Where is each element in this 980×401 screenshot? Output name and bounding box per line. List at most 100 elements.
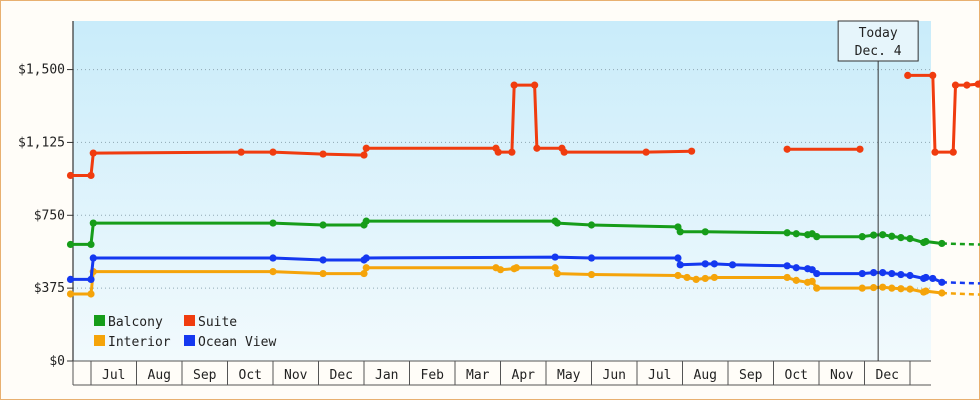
- ocean-view-point: [710, 260, 718, 268]
- interior-point: [701, 274, 709, 283]
- interior-point: [922, 287, 930, 295]
- x-tick-label: Aug: [148, 368, 171, 383]
- legend-label: Balcony: [108, 315, 163, 330]
- ocean-view-point: [66, 275, 75, 283]
- interior-point: [66, 290, 75, 298]
- interior-point: [938, 289, 946, 297]
- ocean-view-point: [888, 269, 896, 278]
- balcony-point: [587, 221, 596, 229]
- suite-point: [89, 149, 97, 157]
- x-tick-label: Jan: [375, 368, 398, 383]
- balcony-point: [870, 231, 878, 239]
- today-label: Today: [859, 26, 898, 41]
- interior-forecast: [941, 291, 980, 296]
- suite-point: [533, 144, 541, 152]
- balcony-point: [813, 233, 821, 241]
- suite-point: [494, 148, 502, 156]
- today-marker: Today Dec. 4: [837, 20, 919, 361]
- x-tick-label: Apr: [512, 368, 536, 383]
- legend-swatch: [184, 315, 195, 326]
- interior-point: [792, 276, 800, 284]
- suite-point: [642, 148, 650, 156]
- ocean-view-point: [728, 261, 737, 269]
- interior-point: [692, 275, 700, 283]
- ocean-view-point: [879, 269, 887, 277]
- legend-label: Interior: [108, 335, 171, 350]
- x-tick-label: May: [557, 368, 581, 383]
- interior-point: [553, 269, 561, 278]
- today-date: Dec. 4: [855, 44, 902, 59]
- x-tick-label: Jul: [648, 368, 671, 383]
- ocean-view-point: [938, 278, 946, 286]
- x-tick-label: Sep: [739, 368, 763, 383]
- interior-point: [808, 277, 816, 285]
- x-axis-labels: Jul Aug Sep Oct Nov Dec Jan Feb Mar Apr May Jun Jul A…: [102, 368, 899, 383]
- suite-point: [931, 148, 939, 156]
- ocean-view-point: [701, 260, 709, 268]
- grid: [73, 69, 931, 289]
- x-tick-label: Feb: [421, 368, 445, 383]
- suite-point: [904, 71, 912, 79]
- today-box: [837, 20, 919, 62]
- suite-point: [560, 148, 568, 156]
- y-tick-label: $1,500: [18, 63, 65, 78]
- ocean-view-point: [813, 269, 821, 278]
- interior-point: [512, 264, 521, 272]
- y-tick-label: $0: [49, 354, 65, 369]
- legend-swatch: [94, 335, 105, 346]
- interior-point: [870, 283, 878, 292]
- x-tick-label: Jul: [102, 368, 125, 383]
- balcony-point: [269, 219, 277, 227]
- y-axis-labels: $0 $375 $750 $1,125 $1,500: [18, 63, 65, 369]
- ocean-view-forecast: [941, 281, 980, 285]
- balcony-point: [792, 230, 800, 238]
- suite-point: [929, 71, 937, 79]
- legend-label: Ocean View: [198, 335, 276, 350]
- interior-point: [813, 284, 821, 292]
- interior-point: [587, 270, 596, 279]
- balcony-point: [89, 219, 97, 227]
- interior-point: [551, 264, 559, 272]
- x-tick-label: Nov: [284, 368, 308, 383]
- interior-point: [858, 284, 866, 292]
- balcony-point: [553, 219, 561, 227]
- x-tick-label: Mar: [466, 368, 490, 383]
- suite-point: [66, 171, 75, 180]
- interior-point: [879, 283, 887, 291]
- suite-point: [360, 151, 368, 159]
- balcony-point: [922, 237, 930, 246]
- x-tick-label: Nov: [830, 368, 854, 383]
- ocean-view-point: [269, 254, 277, 262]
- balcony-point: [897, 234, 905, 242]
- balcony-point: [888, 232, 896, 240]
- interior-point: [710, 273, 718, 282]
- balcony-point: [906, 235, 914, 243]
- balcony-point: [362, 217, 370, 225]
- ocean-view-point: [792, 264, 800, 272]
- suite-point: [783, 145, 791, 153]
- balcony-point: [66, 240, 75, 249]
- series-layer: [66, 71, 980, 298]
- suite-point: [963, 81, 971, 89]
- legend: Balcony Suite Interior Ocean View: [94, 315, 276, 350]
- interior-point: [888, 284, 896, 292]
- suite-point: [951, 81, 960, 89]
- ocean-view-point: [362, 254, 370, 262]
- x-tick-label: Oct: [785, 368, 808, 383]
- y-tick-label: $750: [34, 208, 65, 223]
- balcony-point: [676, 228, 684, 236]
- legend-swatch: [184, 335, 195, 346]
- interior-point: [783, 273, 791, 282]
- balcony-point: [858, 233, 866, 241]
- interior-point: [683, 273, 691, 282]
- suite-point: [949, 148, 957, 156]
- x-tick-label: Dec: [876, 368, 899, 383]
- balcony-point: [879, 231, 887, 239]
- suite-point: [237, 148, 245, 156]
- plot-area: [73, 21, 931, 361]
- legend-swatch: [94, 315, 105, 326]
- ocean-view-point: [87, 275, 95, 283]
- suite-point: [269, 148, 277, 156]
- suite-point: [319, 150, 327, 158]
